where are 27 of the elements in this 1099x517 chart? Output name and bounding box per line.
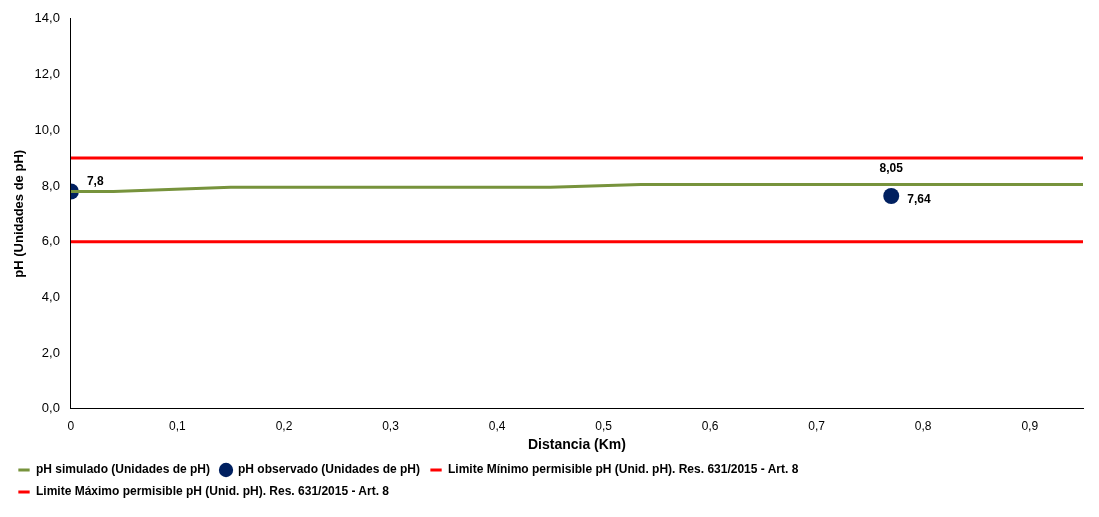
legend-label: Limite Máximo permisible pH (Unid. pH). Res. 631/2015 - Art. 8 [36, 484, 390, 499]
x-tick-label: 0,8 [914, 419, 932, 434]
x-tick-label: 0,3 [382, 419, 400, 434]
x-tick-label: 0,6 [701, 419, 719, 434]
y-tick-label: 0,0 [41, 400, 60, 416]
x-tick-label: 0,7 [808, 419, 826, 434]
y-tick-label: 10,0 [34, 121, 60, 137]
legend-label: pH simulado (Unidades de pH) [36, 462, 211, 477]
x-tick-label: 0,9 [1021, 419, 1039, 434]
x-tick-label: 0,2 [275, 419, 293, 434]
y-tick-label: 12,0 [34, 66, 60, 82]
x-tick-label: 0,5 [595, 419, 613, 434]
y-tick-label: 4,0 [41, 288, 60, 304]
legend-label: Limite Mínimo permisible pH (Unid. pH). Res. 631/2015 - Art. 8 [448, 462, 799, 477]
y-tick-label: 8,0 [41, 177, 60, 193]
data-label: 8,05 [879, 160, 904, 175]
legend-label: pH observado (Unidades de pH) [238, 462, 421, 477]
y-tick-label: 6,0 [41, 233, 60, 249]
x-tick-label: 0 [67, 419, 75, 434]
y-axis-title: pH (Unidades de pH) [11, 149, 27, 278]
x-axis-title: Distancia (Km) [527, 436, 626, 453]
data-label: 7,8 [86, 173, 104, 188]
x-tick-label: 0,1 [169, 419, 187, 434]
y-tick-label: 2,0 [41, 344, 60, 360]
y-tick-label: 14,0 [34, 10, 60, 26]
x-tick-label: 0,4 [488, 419, 506, 434]
data-label: 7,64 [907, 192, 931, 207]
